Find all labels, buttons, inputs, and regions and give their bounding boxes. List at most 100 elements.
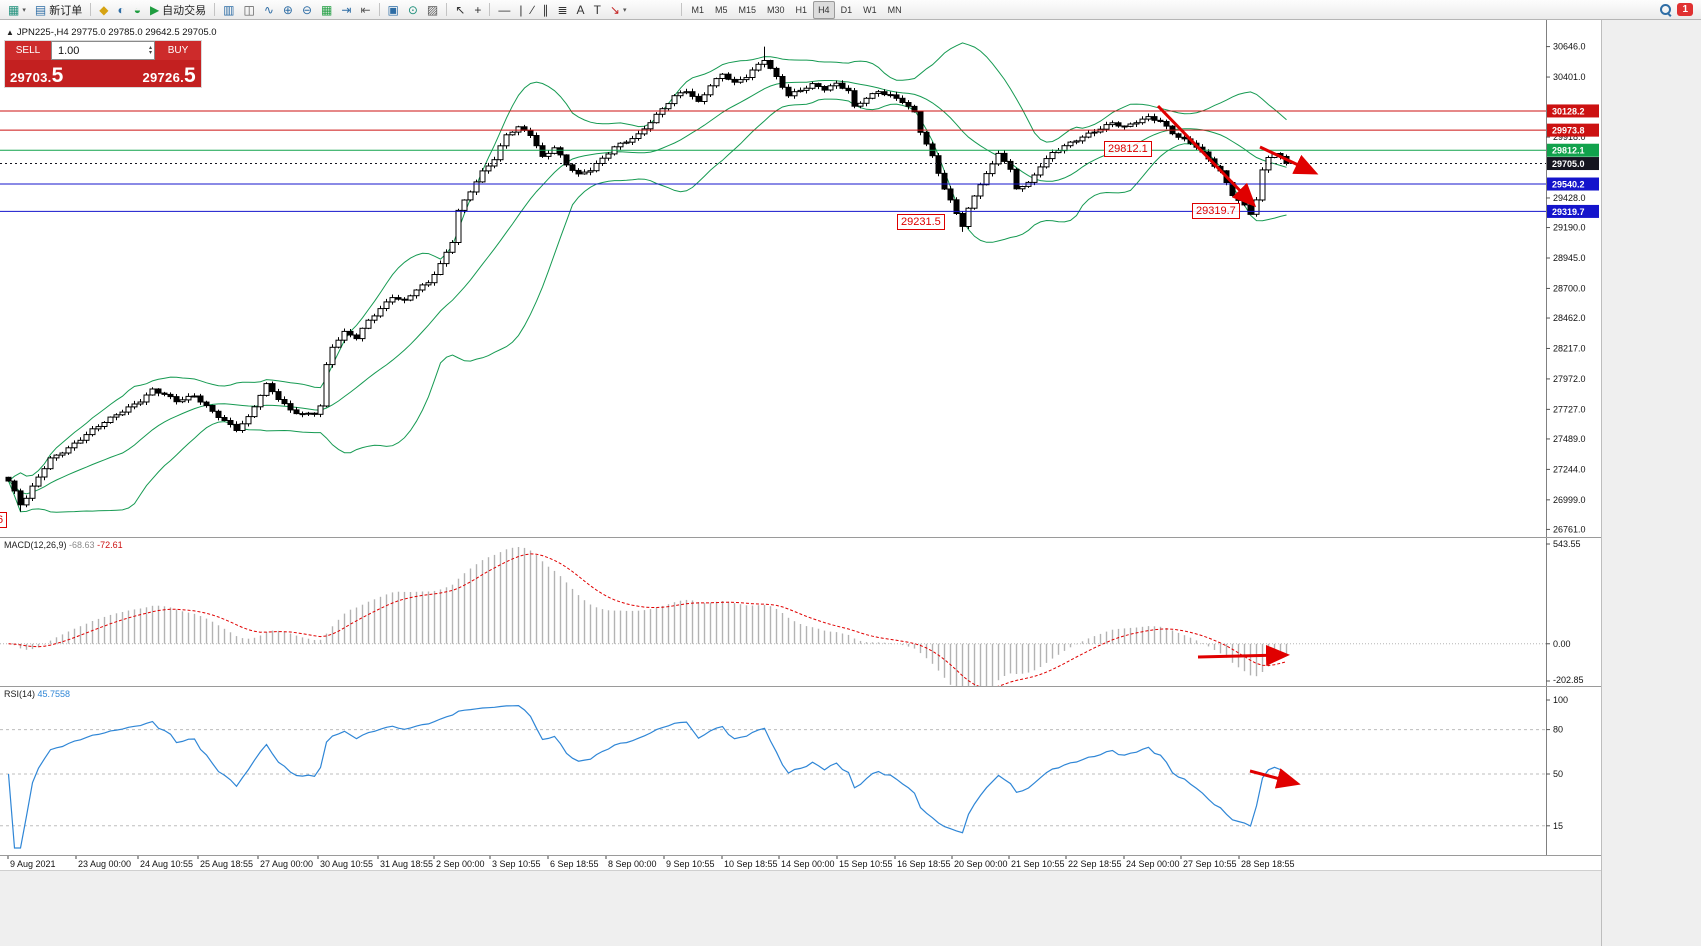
text-button[interactable]: A	[573, 1, 589, 19]
toolbar-separator	[489, 3, 491, 16]
toolbar-separator	[446, 3, 448, 16]
trade-panel-toggle-icon[interactable]: ▲	[6, 28, 14, 37]
svg-text:27727.0: 27727.0	[1553, 404, 1586, 414]
timeframe-h4[interactable]: H4	[813, 0, 835, 19]
objects-list-button[interactable]: ▣	[384, 1, 403, 19]
text-label-icon: T	[593, 2, 601, 17]
svg-text:16 Sep 18:55: 16 Sep 18:55	[897, 859, 951, 869]
timeframe-m15[interactable]: M15	[738, 4, 757, 15]
volume-input[interactable]: 1.00 ▴ ▾	[51, 41, 155, 60]
rsi-canvas[interactable]: 100 80 50 15	[0, 687, 1601, 855]
crosshair-icon: +	[474, 2, 482, 17]
time-axis[interactable]: 9 Aug 2021 23 Aug 00:00 24 Aug 10:55 25 Aug…	[0, 855, 1601, 870]
arrow-objects-button[interactable]: ↘ ▾	[606, 1, 631, 19]
sell-price[interactable]: 29703.5	[10, 64, 64, 88]
market-watch-icon: ◐	[117, 2, 125, 17]
price-annotation-partial[interactable]: 6	[0, 512, 8, 528]
candle-chart-button[interactable]: ◫	[240, 1, 259, 19]
svg-text:28 Sep 18:55: 28 Sep 18:55	[1241, 859, 1295, 869]
volume-up-icon[interactable]: ▴	[148, 44, 152, 51]
timeframe-w1[interactable]: W1	[863, 4, 877, 15]
notification-badge[interactable]: 1	[1677, 3, 1693, 16]
channel-button[interactable]: ∥	[538, 1, 552, 19]
svg-text:543.55: 543.55	[1553, 539, 1581, 549]
timeframe-m5[interactable]: M5	[715, 4, 728, 15]
auto-scroll-icon: ⇥	[341, 2, 352, 17]
navigator-icon: ◒	[133, 2, 141, 17]
svg-text:29319.7: 29319.7	[1552, 207, 1585, 217]
svg-text:31 Aug 18:55: 31 Aug 18:55	[380, 859, 433, 869]
right-gutter	[1601, 20, 1701, 946]
bar-chart-button[interactable]: ▥	[219, 1, 238, 19]
timeframe-mn[interactable]: MN	[887, 4, 902, 15]
fibonacci-button[interactable]: ≣	[553, 1, 571, 19]
new-order-label: 新订单	[49, 4, 83, 17]
main-chart-canvas[interactable]: 30646.0 30401.0 29918.0 29428.0 29190.0 28945…	[0, 20, 1601, 537]
price-annotation[interactable]: 29319.7	[1192, 203, 1240, 219]
svg-text:2 Sep 00:00: 2 Sep 00:00	[436, 859, 485, 869]
pane-separator[interactable]	[0, 537, 1601, 538]
periodicity-button[interactable]: ⊙	[404, 1, 422, 19]
svg-text:20 Sep 00:00: 20 Sep 00:00	[954, 859, 1008, 869]
timeframe-d1[interactable]: D1	[840, 4, 853, 15]
timeframe-m1[interactable]: M1	[691, 4, 704, 15]
time-axis-canvas: 9 Aug 2021 23 Aug 00:00 24 Aug 10:55 25 Aug…	[7, 856, 1295, 869]
sell-button[interactable]: SELL	[5, 41, 51, 60]
autotrading-button[interactable]: ▶ 自动交易	[146, 1, 210, 19]
svg-text:100: 100	[1553, 695, 1568, 705]
zoom-in-icon: ⊕	[282, 2, 293, 17]
new-order-icon: ▤	[34, 2, 47, 17]
new-chart-button[interactable]: ▦ ▾	[4, 1, 30, 19]
crosshair-button[interactable]: +	[470, 1, 485, 19]
svg-text:25 Aug 18:55: 25 Aug 18:55	[200, 859, 253, 869]
buy-price[interactable]: 29726.5	[142, 64, 196, 88]
zoom-out-button[interactable]: ⊖	[298, 1, 316, 19]
chart-shift-button[interactable]: ⇤	[356, 1, 374, 19]
buy-button[interactable]: BUY	[155, 41, 201, 60]
horizontal-line-button[interactable]: —	[494, 1, 514, 19]
trendline-button[interactable]: ∕	[527, 1, 537, 19]
timeframe-h1[interactable]: H1	[795, 4, 808, 15]
text-label-button[interactable]: T	[590, 1, 605, 19]
price-annotation[interactable]: 29231.5	[897, 214, 945, 230]
rsi-pane[interactable]: 100 80 50 15 RSI(14) 45.7558	[0, 687, 1601, 855]
new-order-button[interactable]: ▤ 新订单	[31, 1, 86, 19]
macd-pane[interactable]: 543.55 0.00 -202.85 MACD(12,26,9) -68.63 -…	[0, 538, 1601, 686]
svg-text:28700.0: 28700.0	[1553, 283, 1586, 293]
svg-text:50: 50	[1553, 769, 1563, 779]
svg-text:10 Sep 18:55: 10 Sep 18:55	[724, 859, 778, 869]
chart-shift-icon: ⇤	[360, 2, 371, 17]
svg-text:15: 15	[1553, 821, 1563, 831]
auto-scroll-button[interactable]: ⇥	[337, 1, 355, 19]
svg-text:26999.0: 26999.0	[1553, 495, 1586, 505]
search-button[interactable]	[1656, 1, 1676, 19]
vertical-line-button[interactable]: |	[515, 1, 526, 19]
cursor-button[interactable]: ↖	[451, 1, 469, 19]
timeframe-m30[interactable]: M30	[767, 4, 785, 15]
svg-text:29973.8: 29973.8	[1552, 126, 1585, 136]
pane-separator[interactable]	[0, 686, 1601, 687]
price-annotation[interactable]: 29812.1	[1104, 141, 1152, 157]
profiles-icon: ◆	[99, 2, 109, 17]
templates-button[interactable]: ▨	[423, 1, 442, 19]
line-chart-button[interactable]: ∿	[260, 1, 278, 19]
volume-down-icon[interactable]: ▾	[148, 49, 152, 56]
macd-canvas[interactable]: 543.55 0.00 -202.85	[0, 538, 1601, 686]
bar-chart-icon: ▥	[223, 2, 235, 17]
bottom-gutter	[0, 870, 1601, 946]
navigator-button[interactable]: ◒	[130, 1, 145, 19]
volume-value: 1.00	[58, 44, 80, 57]
zoom-in-button[interactable]: ⊕	[279, 1, 297, 19]
arrow-objects-icon: ↘	[609, 2, 620, 17]
market-watch-button[interactable]: ◐	[113, 1, 128, 19]
svg-text:29705.0: 29705.0	[1552, 159, 1585, 169]
profiles-button[interactable]: ◆	[95, 1, 112, 19]
tile-windows-button[interactable]: ▦	[317, 1, 336, 19]
svg-text:8 Sep 00:00: 8 Sep 00:00	[608, 859, 657, 869]
svg-text:30646.0: 30646.0	[1553, 42, 1586, 52]
main-chart-pane[interactable]: 30646.0 30401.0 29918.0 29428.0 29190.0 28945…	[0, 20, 1601, 537]
periodicity-icon: ⊙	[407, 2, 418, 17]
toolbar: ▦ ▾ ▤ 新订单 ◆ ◐ ◒ ▶ 自动交易 ▥ ◫ ∿ ⊕ ⊖ ▦ ⇥ ⇤ ▣ ⊙ …	[0, 0, 1701, 20]
autotrading-icon: ▶	[149, 2, 160, 17]
